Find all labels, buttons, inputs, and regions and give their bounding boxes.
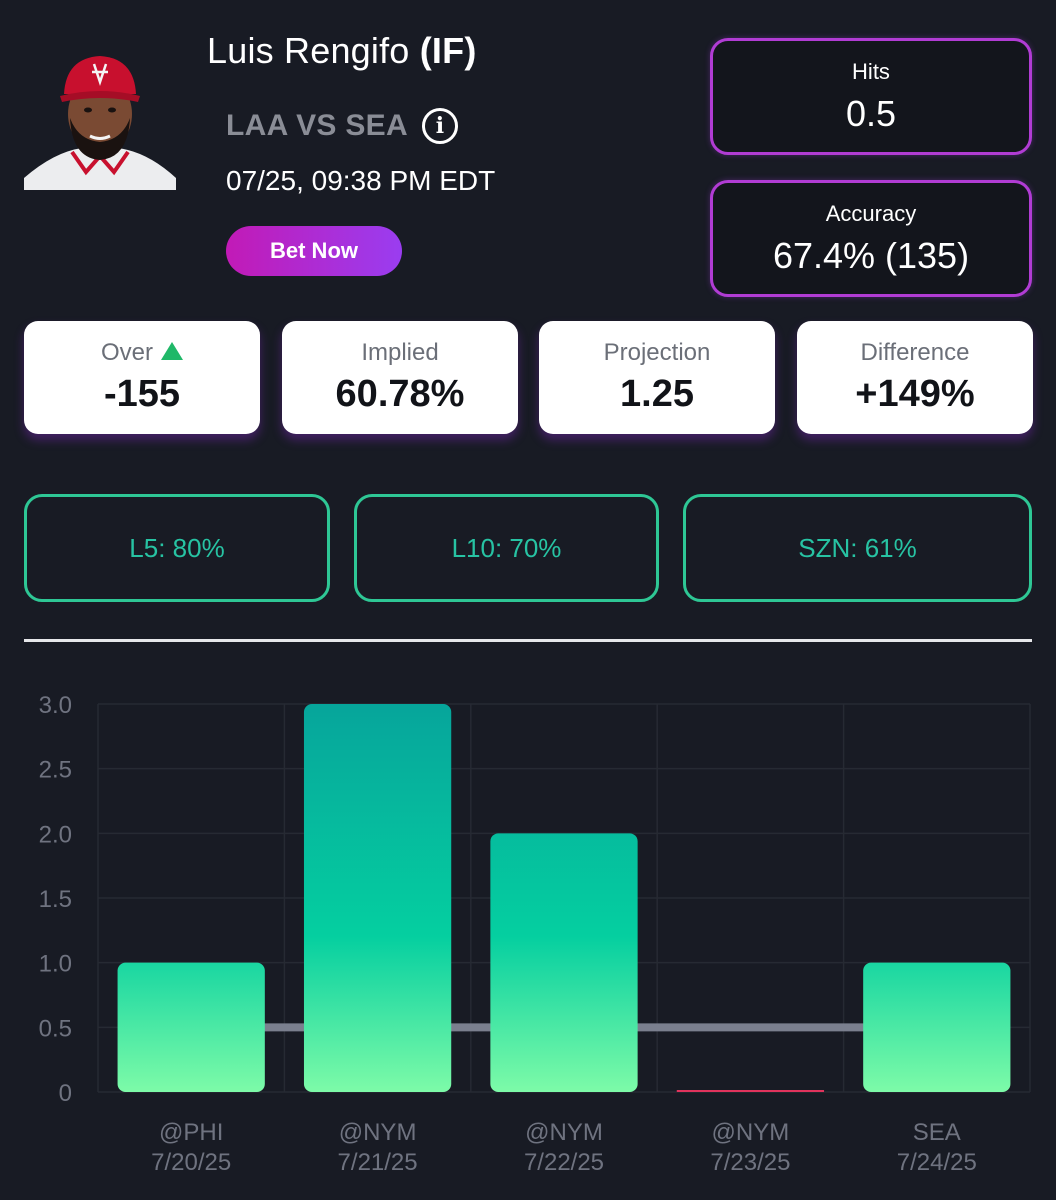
x-tick-date: 7/24/25 [897, 1149, 977, 1176]
y-tick-label: 0.5 [39, 1015, 72, 1042]
x-tick-label: @NYM [339, 1119, 417, 1146]
bar-zero [676, 1090, 825, 1092]
stat-card-projection: Projection 1.25 [539, 321, 775, 434]
x-tick-label: @PHI [159, 1119, 223, 1146]
bar [303, 704, 452, 1092]
hit-rate-szn-button[interactable]: SZN: 61% [683, 494, 1032, 602]
y-tick-label: 2.5 [39, 757, 72, 784]
bet-now-button[interactable]: Bet Now [226, 226, 402, 276]
stat-card-difference: Difference +149% [797, 321, 1033, 434]
x-tick-label: SEA [913, 1119, 961, 1146]
game-log-chart: 0 0.5 1.0 1.5 2.0 2.5 3.0 @PHI 7/20/25 @NYM 7/21/2… [0, 660, 1056, 1200]
bar-chart-svg: 0 0.5 1.0 1.5 2.0 2.5 3.0 @PHI 7/20/25 @NYM 7/21/2… [39, 692, 1031, 1176]
accuracy-value: 67.4% (135) [772, 234, 970, 276]
hit-rate-l10-button[interactable]: L10: 70% [354, 494, 659, 602]
stat-card-over: Over -155 [24, 321, 260, 434]
stat-label: Over [100, 339, 153, 366]
y-tick-label: 1.5 [39, 886, 72, 913]
hit-rate-l5-button[interactable]: L5: 80% [24, 494, 330, 602]
x-tick-label: @NYM [525, 1119, 603, 1146]
stat-value: +149% [855, 373, 975, 415]
prop-label: Hits [852, 58, 890, 84]
accuracy-label: Accuracy [825, 200, 917, 226]
game-time: 07/25, 09:38 PM EDT [226, 165, 496, 196]
x-tick-date: 7/22/25 [524, 1149, 604, 1176]
stat-label: Projection [603, 339, 711, 366]
prop-line-box: Hits 0.5 [710, 38, 1032, 155]
x-tick-date: 7/21/25 [338, 1149, 418, 1176]
section-divider [24, 639, 1032, 642]
player-name: Luis Rengifo (IF) [207, 30, 477, 72]
stat-label: Difference [860, 339, 970, 366]
player-position: (IF) [419, 30, 477, 71]
y-tick-label: 1.0 [39, 951, 72, 978]
up-triangle-icon [161, 342, 183, 360]
stat-value: 1.25 [620, 373, 694, 415]
x-tick-date: 7/23/25 [710, 1149, 790, 1176]
y-tick-label: 3.0 [39, 692, 72, 719]
stat-value: -155 [103, 373, 181, 415]
bar [490, 833, 638, 1092]
matchup-row: LAA VS SEA i [226, 104, 458, 148]
player-headshot-icon [24, 40, 176, 190]
player-photo [24, 40, 176, 190]
stat-card-implied: Implied 60.78% [282, 321, 518, 434]
matchup-label: LAA VS SEA [226, 109, 408, 142]
bar [117, 962, 265, 1092]
bar [863, 962, 1011, 1092]
stat-value: 60.78% [335, 373, 465, 415]
y-tick-label: 2.0 [39, 821, 72, 848]
accuracy-box: Accuracy 67.4% (135) [710, 180, 1032, 297]
y-tick-label: 0 [59, 1080, 72, 1107]
stat-label: Implied [361, 339, 439, 366]
x-tick-date: 7/20/25 [151, 1149, 231, 1176]
x-tick-label: @NYM [712, 1119, 790, 1146]
info-icon[interactable]: i [421, 108, 458, 144]
player-name-text: Luis Rengifo [207, 30, 410, 71]
prop-line-value: 0.5 [845, 92, 897, 134]
